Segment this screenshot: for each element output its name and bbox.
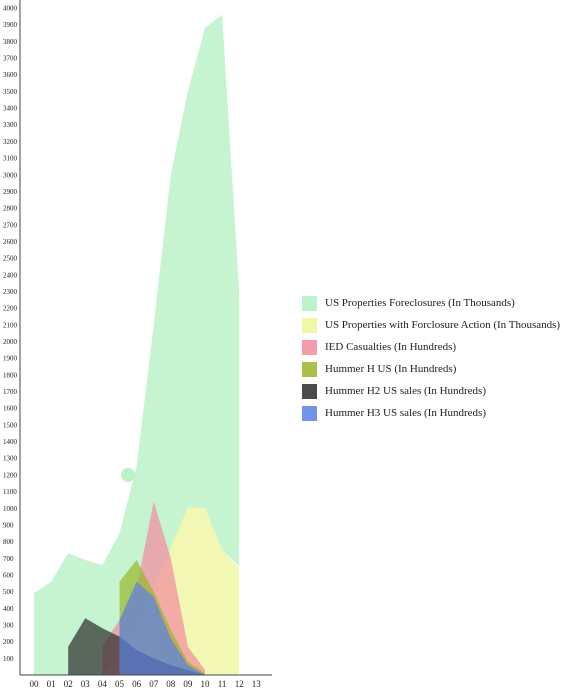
- x-tick-label: 06: [132, 679, 142, 689]
- y-tick-label: 3500: [3, 88, 18, 96]
- y-tick-label: 2300: [3, 288, 18, 296]
- legend-item: Hummer H US (In Hundreds): [302, 358, 560, 380]
- y-tick-label: 1000: [3, 505, 18, 513]
- chart-legend: US Properties Foreclosures (In Thousands…: [302, 292, 560, 424]
- y-tick-label: 3300: [3, 121, 18, 129]
- y-tick-label: 2600: [3, 238, 18, 246]
- x-tick-label: 09: [183, 679, 193, 689]
- legend-label: Hummer H3 US sales (In Hundreds): [325, 407, 486, 419]
- x-tick-label: 05: [115, 679, 125, 689]
- legend-swatch: [302, 339, 317, 355]
- y-tick-label: 1200: [3, 471, 18, 479]
- series-area-1: [34, 14, 240, 676]
- y-tick-label: 3400: [3, 105, 18, 113]
- y-tick-label: 1500: [3, 421, 18, 429]
- y-tick-label: 1400: [3, 438, 18, 446]
- y-tick-label: 1300: [3, 455, 18, 463]
- x-tick-label: 11: [218, 679, 227, 689]
- y-tick-label: 600: [3, 571, 14, 579]
- y-tick-label: 1700: [3, 388, 18, 396]
- y-tick-label: 900: [3, 521, 14, 529]
- y-tick-label: 200: [3, 638, 14, 646]
- legend-item: Hummer H2 US sales (In Hundreds): [302, 380, 560, 402]
- legend-label: Hummer H US (In Hundreds): [325, 363, 457, 375]
- legend-swatch: [302, 383, 317, 399]
- x-tick-label: 02: [64, 679, 73, 689]
- y-tick-label: 400: [3, 605, 14, 613]
- x-tick-label: 08: [166, 679, 176, 689]
- x-tick-label: 04: [98, 679, 108, 689]
- y-tick-label: 3600: [3, 71, 18, 79]
- legend-label: IED Casualties (In Hundreds): [325, 341, 457, 353]
- y-tick-label: 1800: [3, 371, 18, 379]
- foreclosure-dot-marker: [121, 468, 135, 482]
- legend-label: US Properties Foreclosures (In Thousands…: [325, 297, 515, 309]
- legend-label: Hummer H2 US sales (In Hundreds): [325, 385, 486, 397]
- legend-swatch: [302, 405, 317, 421]
- y-tick-label: 2200: [3, 305, 18, 313]
- chart-axes: 1002003004005006007008009001000110012001…: [3, 0, 272, 689]
- x-tick-label: 12: [235, 679, 244, 689]
- y-tick-label: 2700: [3, 221, 18, 229]
- y-tick-label: 800: [3, 538, 14, 546]
- y-tick-label: 3800: [3, 38, 18, 46]
- y-tick-label: 2500: [3, 255, 18, 263]
- y-tick-label: 3700: [3, 55, 18, 63]
- y-tick-label: 3100: [3, 155, 18, 163]
- y-tick-label: 2400: [3, 271, 18, 279]
- y-tick-label: 3000: [3, 171, 18, 179]
- series-area-5: [68, 618, 205, 675]
- legend-label: US Properties with Forclosure Action (In…: [325, 319, 561, 331]
- x-tick-label: 03: [81, 679, 91, 689]
- legend-item: IED Casualties (In Hundreds): [302, 336, 560, 358]
- y-tick-label: 300: [3, 621, 14, 629]
- x-tick-label: 01: [47, 679, 56, 689]
- y-tick-label: 4000: [3, 5, 18, 13]
- y-tick-label: 2000: [3, 338, 18, 346]
- legend-swatch: [302, 361, 317, 377]
- legend-item: US Properties with Forclosure Action (In…: [302, 314, 560, 336]
- x-tick-label: 13: [252, 679, 262, 689]
- y-tick-label: 1900: [3, 355, 18, 363]
- legend-swatch: [302, 317, 317, 333]
- y-tick-label: 2100: [3, 321, 18, 329]
- y-tick-label: 2800: [3, 205, 18, 213]
- legend-item: US Properties Foreclosures (In Thousands…: [302, 292, 560, 314]
- y-tick-label: 3200: [3, 138, 18, 146]
- y-tick-label: 3900: [3, 21, 18, 29]
- y-tick-label: 1100: [3, 488, 17, 496]
- legend-item: Hummer H3 US sales (In Hundreds): [302, 402, 560, 424]
- series-area-6: [119, 581, 205, 675]
- y-tick-label: 2900: [3, 188, 18, 196]
- x-tick-label: 10: [201, 679, 211, 689]
- x-tick-label: 07: [149, 679, 159, 689]
- y-tick-label: 100: [3, 655, 14, 663]
- y-tick-label: 700: [3, 555, 14, 563]
- chart-areas: [34, 14, 240, 676]
- x-tick-label: 00: [30, 679, 40, 689]
- y-tick-label: 500: [3, 588, 14, 596]
- y-tick-label: 1600: [3, 405, 18, 413]
- legend-swatch: [302, 295, 317, 311]
